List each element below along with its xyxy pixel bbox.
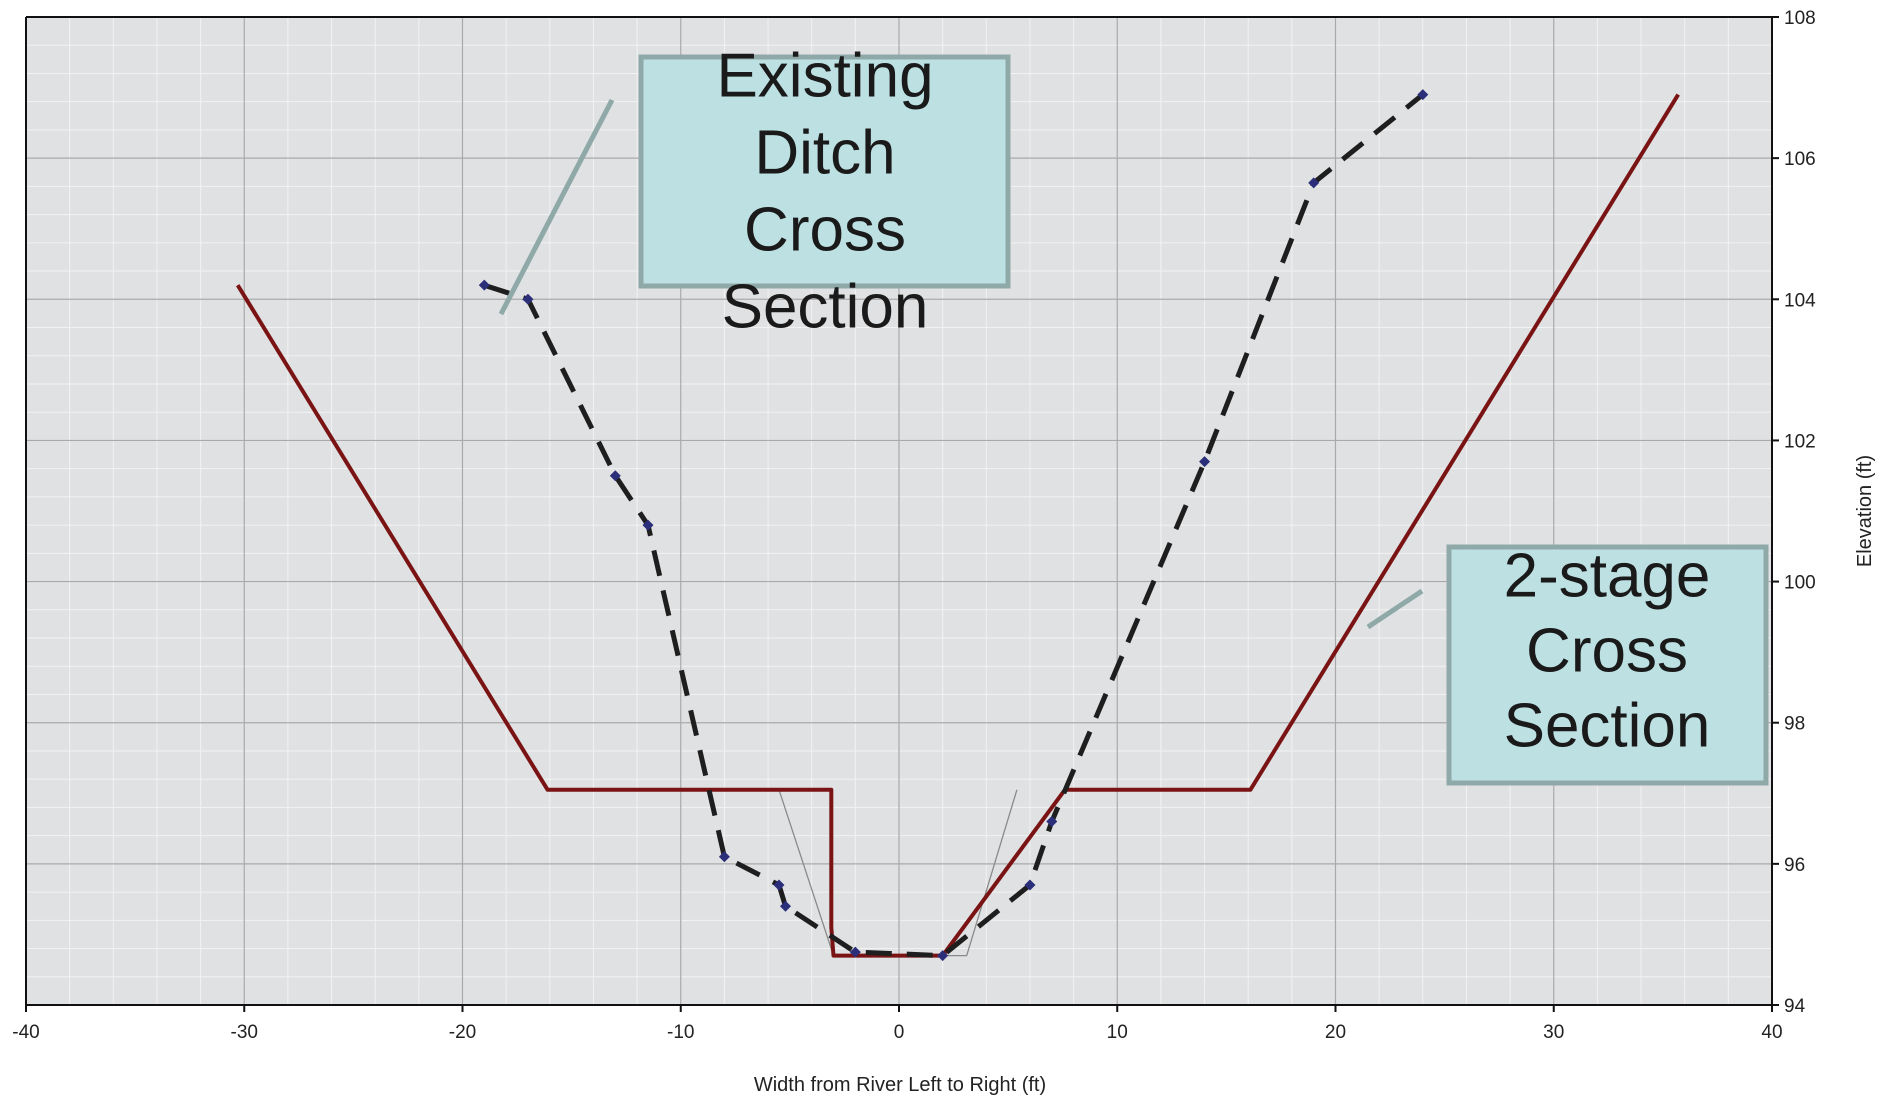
y-tick-label: 98 xyxy=(1784,714,1805,735)
data-point-marker xyxy=(780,900,792,912)
annotation-layer: ExistingDitchCrossSection2-stageCrossSec… xyxy=(498,41,1769,786)
y-tick-label: 104 xyxy=(1784,290,1816,311)
data-point-marker xyxy=(609,470,621,482)
data-point-marker xyxy=(773,879,785,891)
annotation-text-line: 2-stage xyxy=(1504,541,1711,610)
series-line-dashed-with-markers xyxy=(483,92,1425,959)
annotation-text-line: Ditch xyxy=(754,118,895,187)
data-point-marker xyxy=(1199,456,1211,468)
annotation-box xyxy=(1446,544,1769,786)
x-axis-label: Width from River Left to Right (ft) xyxy=(754,1074,1046,1096)
data-point-marker xyxy=(522,293,534,305)
data-point-marker xyxy=(937,950,949,962)
data-point-marker xyxy=(642,519,654,531)
x-tick-label: 20 xyxy=(1325,1022,1346,1043)
data-point-marker xyxy=(1046,816,1058,828)
x-tick-label: 10 xyxy=(1107,1022,1128,1043)
y-tick-label: 96 xyxy=(1784,855,1805,876)
data-point-marker xyxy=(718,851,730,863)
x-tick-label: 0 xyxy=(894,1022,905,1043)
y-tick-label: 102 xyxy=(1784,431,1816,452)
annotation-text-line: Cross xyxy=(744,195,906,264)
y-axis-label: Elevation (ft) xyxy=(1854,455,1876,567)
series-layer xyxy=(235,89,1680,962)
y-tick-label: 106 xyxy=(1784,149,1816,170)
annotation-box xyxy=(638,54,1011,289)
x-tick-label: -20 xyxy=(449,1022,476,1043)
data-point-marker xyxy=(1308,177,1320,189)
annotation-leader-line xyxy=(498,98,615,316)
annotation-text-line: Section xyxy=(1504,691,1711,760)
annotation-callout: Existing Ditch Cross Section xyxy=(498,41,1011,341)
data-point-marker xyxy=(849,946,861,958)
y-tick-label: 108 xyxy=(1784,8,1816,29)
data-point-marker xyxy=(1024,879,1036,891)
y-tick-label: 94 xyxy=(1784,996,1806,1017)
data-point-marker xyxy=(478,279,490,291)
series-line-solid xyxy=(235,93,1680,958)
x-tick-label: 40 xyxy=(1761,1022,1782,1043)
annotation-leader-line xyxy=(1366,588,1424,630)
annotation-text-line: Section xyxy=(722,272,929,341)
annotation-text-line: Cross xyxy=(1526,616,1688,685)
y-tick-label: 100 xyxy=(1784,573,1816,594)
x-tick-label: -30 xyxy=(231,1022,258,1043)
data-point-marker xyxy=(1417,89,1429,101)
x-tick-label: -10 xyxy=(667,1022,694,1043)
x-tick-label: 30 xyxy=(1543,1022,1564,1043)
annotation-text-line: Existing xyxy=(716,41,933,110)
x-tick-label: -40 xyxy=(12,1022,39,1043)
